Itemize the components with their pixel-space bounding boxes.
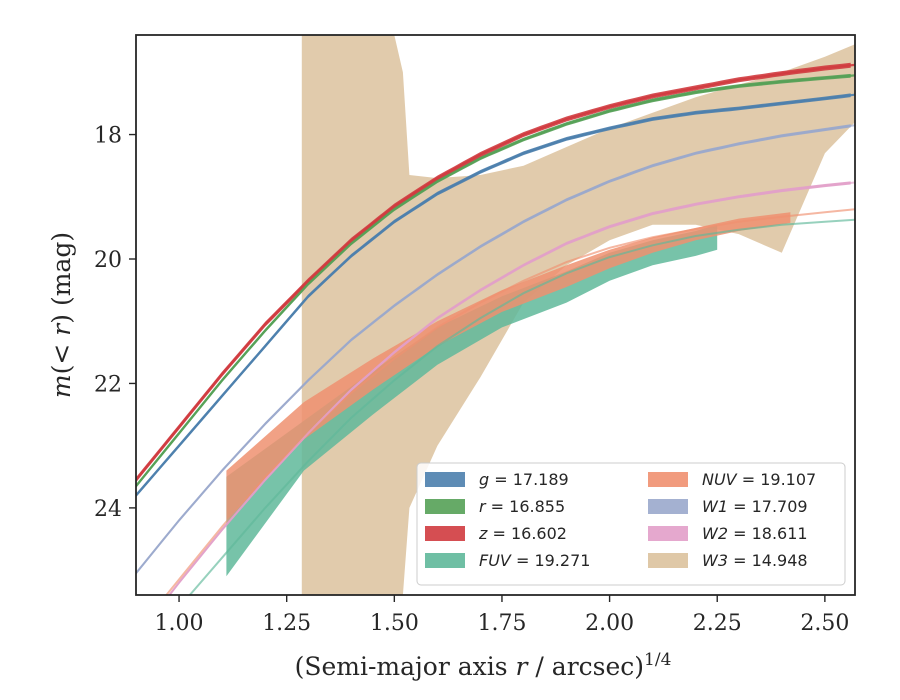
legend-label-z: z = 16.602: [478, 524, 567, 543]
legend-swatch-NUV: [648, 472, 688, 487]
legend-label-W1: W1 = 17.709: [702, 497, 808, 516]
x-tick-label: 2.00: [585, 611, 634, 636]
legend-swatch-r: [425, 499, 465, 514]
legend-swatch-g: [425, 472, 465, 487]
line-W2: [168, 181, 855, 595]
x-axis: 1.00 1.25 1.50 1.75 2.00 2.25 2.50: [155, 595, 849, 636]
plot-frame: [135, 34, 856, 596]
legend-label-FUV: FUV = 19.271: [479, 551, 590, 570]
legend-label-g: g = 17.189: [479, 470, 569, 489]
legend-swatch-W1: [648, 499, 688, 514]
line-W1: [136, 124, 855, 574]
y-tick-label: 24: [94, 497, 122, 522]
x-tick-label: 1.25: [262, 611, 311, 636]
line-r: [136, 74, 855, 487]
band-W3: [301, 35, 855, 595]
legend-swatch-W3: [648, 553, 688, 568]
x-tick-label: 2.25: [693, 611, 742, 636]
x-tick-label: 1.50: [370, 611, 419, 636]
y-tick-label: 18: [94, 124, 122, 149]
band-FUV: [226, 224, 718, 577]
line-z: [136, 63, 855, 481]
y-axis-label: m(< r) (mag): [47, 232, 76, 398]
band-layer: [136, 35, 855, 595]
legend-label-W2: W2 = 18.611: [702, 524, 808, 543]
legend-swatch-z: [425, 526, 465, 541]
legend-swatch-FUV: [425, 553, 465, 568]
legend-swatch-W2: [648, 526, 688, 541]
y-axis: 18 20 22 24: [94, 124, 136, 522]
line-layer: [136, 63, 855, 595]
x-tick-label: 1.75: [477, 611, 526, 636]
legend-box: [416, 462, 846, 586]
y-tick-label: 20: [94, 248, 122, 273]
legend-label-W3: W3 = 14.948: [702, 551, 808, 570]
y-tick-label: 22: [94, 372, 122, 397]
legend: g = 17.189 r = 16.855 z = 16.602 FUV = 19.2…: [416, 462, 846, 586]
band-z: [136, 62, 851, 483]
x-tick-label: 2.50: [800, 611, 849, 636]
line-g: [136, 93, 855, 497]
line-NUV: [165, 208, 855, 595]
legend-label-NUV: NUV = 19.107: [702, 470, 816, 489]
line-FUV: [188, 218, 855, 595]
x-axis-label: (Semi-major axis r / arcsec)1/4: [295, 650, 672, 681]
legend-label-r: r = 16.855: [479, 497, 565, 516]
x-tick-label: 1.00: [155, 611, 204, 636]
